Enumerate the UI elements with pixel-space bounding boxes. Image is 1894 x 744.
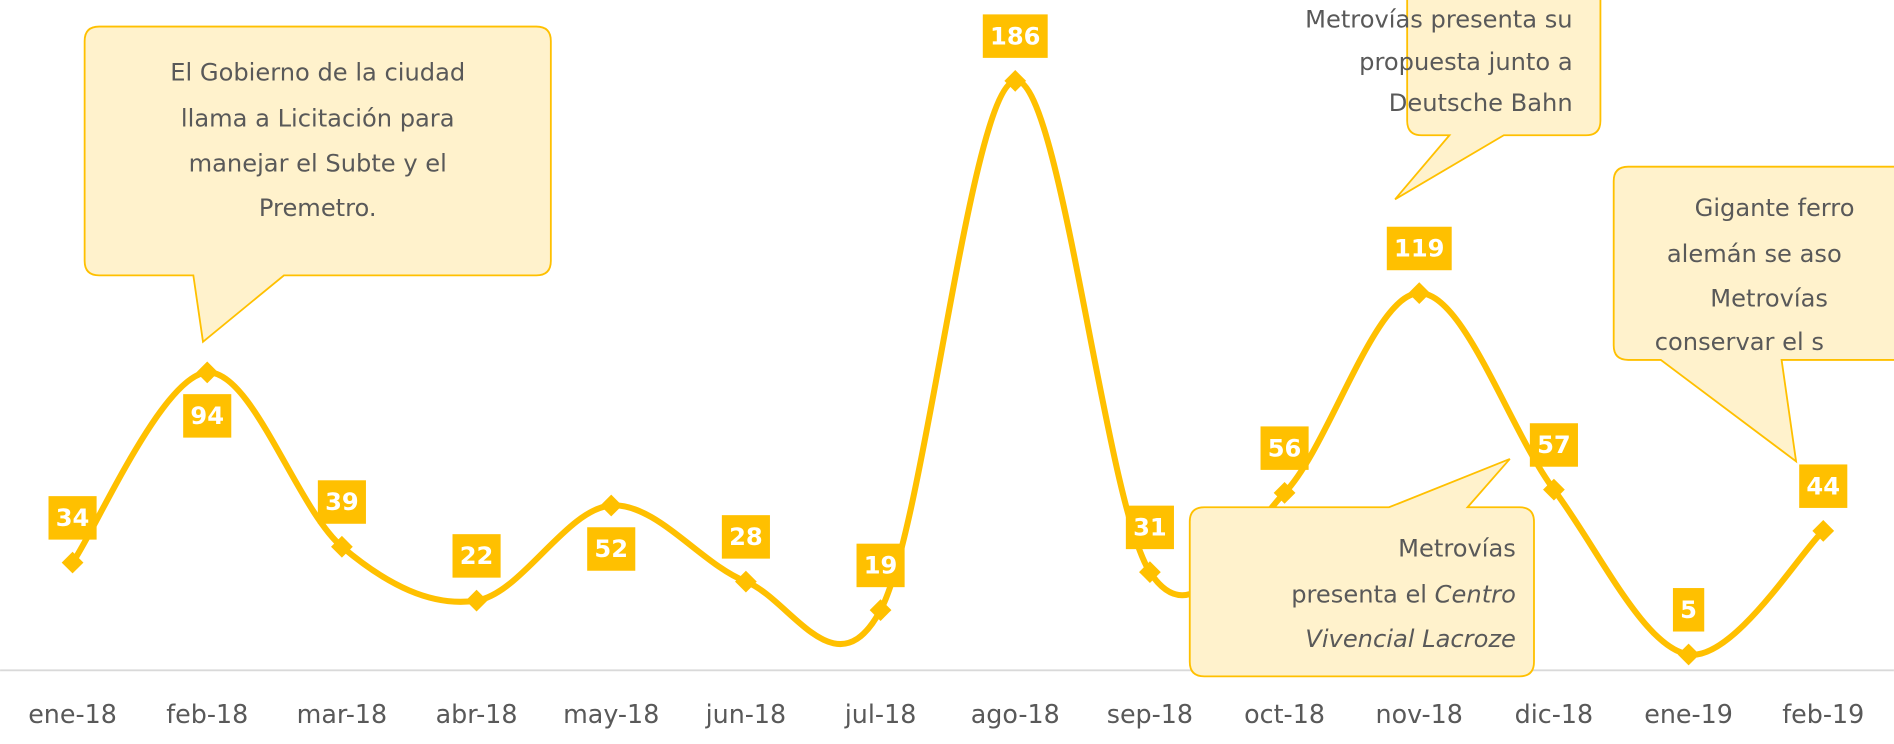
- x-tick-label: jul-18: [844, 699, 917, 729]
- callout-text-part: Vivencial Lacroze: [1305, 625, 1516, 653]
- callout-text: propuesta junto a: [1359, 48, 1572, 76]
- data-label-box: [48, 496, 97, 540]
- data-label-box: [721, 515, 770, 559]
- data-label-text: 119: [1394, 235, 1444, 263]
- x-tick-label: feb-19: [1782, 699, 1864, 729]
- callout-box: [1188, 458, 1535, 678]
- data-label-box: [1386, 226, 1452, 271]
- data-label: 31: [1125, 505, 1174, 550]
- callout-box: [1394, 0, 1602, 201]
- data-label-box: [452, 534, 501, 578]
- data-label: 5: [1672, 588, 1705, 632]
- x-tick-label: sep-18: [1107, 699, 1193, 729]
- callout-text: Metrovías presenta su: [1305, 6, 1572, 34]
- data-label-text: 52: [594, 535, 628, 563]
- data-label-box: [317, 480, 366, 524]
- data-label-text: 34: [56, 504, 90, 532]
- x-tick-label: nov-18: [1376, 699, 1463, 729]
- marker: [1677, 643, 1700, 666]
- data-label-box: [587, 527, 636, 571]
- x-tick-label: ene-18: [28, 699, 117, 729]
- data-label: 57: [1529, 423, 1578, 467]
- line: [70, 77, 1826, 658]
- data-label-box: [982, 14, 1048, 58]
- data-label-box: [1125, 505, 1174, 550]
- data-label-text: 22: [460, 542, 494, 570]
- data-label-text: 44: [1806, 472, 1840, 500]
- x-tick-label: may-18: [563, 699, 659, 729]
- callout: El Gobierno de la ciudad llama a Licitac…: [83, 25, 552, 344]
- data-label-text: 186: [990, 22, 1040, 50]
- callout-text: conservar el s: [1655, 328, 1824, 356]
- data-label-box: [1672, 588, 1705, 632]
- callout-text: llama a Licitación para: [181, 105, 455, 133]
- marker: [869, 599, 892, 621]
- marker: [465, 589, 488, 612]
- data-label-box: [856, 543, 905, 588]
- marker: [1139, 561, 1161, 583]
- x-tick-label: dic-18: [1515, 699, 1594, 729]
- callout-text-part: Centro: [1435, 580, 1516, 608]
- x-tick-label: feb-18: [166, 699, 248, 729]
- data-label: 186: [982, 14, 1048, 58]
- data-label: 34: [48, 496, 97, 540]
- callout-text: Metrovías: [1398, 535, 1516, 563]
- callout: Metrovías presenta su propuesta junto a …: [1305, 0, 1602, 201]
- data-label-text: 56: [1268, 434, 1302, 462]
- data-label-text: 94: [190, 402, 224, 430]
- x-tick-label: oct-18: [1244, 699, 1325, 729]
- data-label: 44: [1799, 464, 1848, 508]
- x-tick-label: mar-18: [297, 699, 387, 729]
- plot: 34 94 39 22 52 28 19 186 31 56 119 57 5 44: [48, 14, 1848, 666]
- marker: [1812, 520, 1835, 542]
- x-tick-label: ago-18: [971, 699, 1060, 729]
- x-tick-label: abr-18: [436, 699, 518, 729]
- data-label: 52: [587, 527, 636, 571]
- callout-text: alemán se aso: [1667, 240, 1842, 268]
- marker: [735, 570, 757, 593]
- marker: [1004, 69, 1027, 92]
- callout: Metrovías presenta el Centro Vivencial L…: [1188, 458, 1535, 678]
- data-label-box: [1799, 464, 1848, 508]
- data-label-box: [1529, 423, 1578, 467]
- x-tick-label: jun-18: [705, 699, 787, 729]
- data-label: 22: [452, 534, 501, 578]
- callout-text: Premetro.: [259, 194, 377, 222]
- data-label: 56: [1260, 426, 1309, 470]
- callout: Gigante ferro alemán se aso Metrovías co…: [1612, 165, 1894, 464]
- callout-box: [1612, 165, 1894, 464]
- marker: [196, 361, 219, 384]
- callout-text: El Gobierno de la ciudad: [170, 59, 465, 87]
- callout-text-part: Metrovías: [1398, 535, 1516, 563]
- callout-text: presenta el Centro: [1291, 580, 1516, 608]
- callout-text: Gigante ferro: [1695, 194, 1855, 222]
- data-label: 119: [1386, 226, 1452, 271]
- data-label: 28: [721, 515, 770, 559]
- data-label: 39: [317, 480, 366, 524]
- data-label-text: 28: [729, 523, 763, 551]
- data-label-text: 19: [864, 552, 898, 580]
- marker: [1273, 481, 1296, 504]
- callout-box: [83, 25, 552, 344]
- callout-text: Vivencial Lacroze: [1305, 625, 1516, 653]
- data-label-text: 31: [1133, 514, 1167, 542]
- data-label: 94: [183, 394, 232, 438]
- callout-text: Deutsche Bahn: [1389, 89, 1573, 117]
- x-tick-label: ene-19: [1644, 699, 1733, 729]
- callout-text: manejar el Subte y el: [189, 149, 447, 177]
- data-label-box: [1260, 426, 1309, 470]
- data-label-text: 57: [1537, 431, 1571, 459]
- data-label-box: [183, 394, 232, 438]
- marker: [600, 494, 623, 517]
- data-label: 19: [856, 543, 905, 588]
- callout-text-part: presenta el: [1291, 580, 1434, 608]
- marker: [331, 535, 353, 558]
- marker: [1408, 282, 1431, 305]
- data-label-text: 5: [1680, 596, 1697, 624]
- data-label-text: 39: [325, 488, 359, 516]
- callout-text: Metrovías: [1710, 285, 1828, 313]
